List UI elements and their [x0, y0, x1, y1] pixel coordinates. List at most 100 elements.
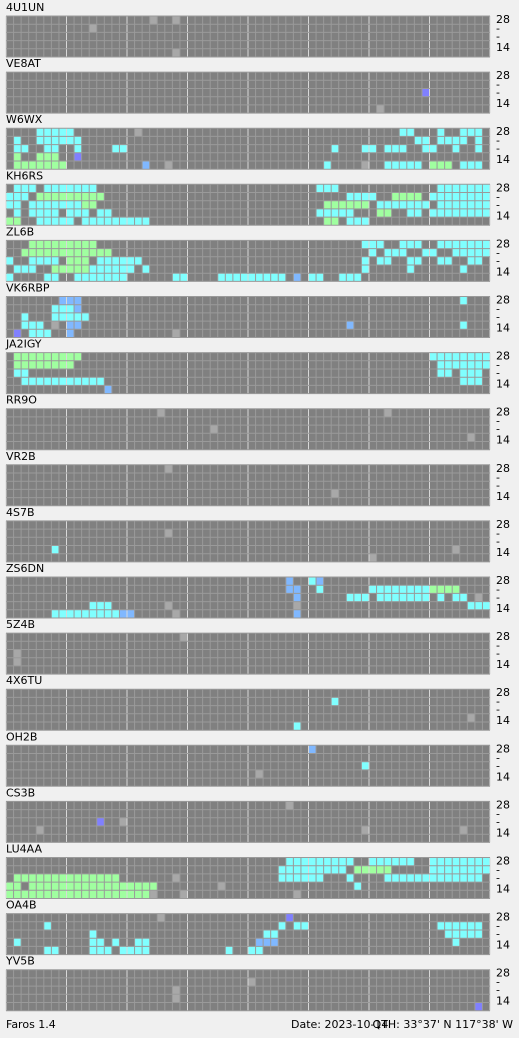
band-label: -	[496, 583, 500, 596]
signal-cell	[66, 312, 90, 322]
signal-cell	[255, 938, 279, 947]
band-label: 28	[496, 181, 510, 194]
signal-cell	[346, 321, 354, 330]
signal-cell	[474, 593, 483, 602]
signal-cell	[459, 377, 483, 386]
signal-cell	[157, 913, 165, 922]
signal-cell	[51, 321, 59, 330]
signal-cell	[104, 385, 112, 394]
signal-cell	[6, 256, 14, 265]
signal-cell	[369, 553, 377, 562]
station-name: W6WX	[6, 113, 43, 126]
signal-cell	[13, 208, 22, 218]
signal-cell	[248, 977, 256, 987]
band-label: -	[496, 367, 500, 380]
signal-cell	[58, 296, 82, 305]
station-name: ZL6B	[6, 225, 34, 238]
band-label: -	[496, 807, 500, 820]
band-label: -	[496, 535, 500, 548]
signal-cell	[316, 208, 354, 218]
signal-cell	[338, 273, 362, 282]
band-label: 28	[496, 13, 510, 26]
band-label: -	[496, 86, 500, 99]
signal-cell	[13, 161, 67, 170]
signal-cell	[308, 745, 317, 754]
signal-cell	[361, 265, 369, 274]
signal-cell	[346, 593, 369, 602]
band-label: 14	[496, 97, 510, 110]
signal-cell	[384, 144, 407, 153]
signal-cell	[13, 184, 37, 193]
band-label: -	[496, 703, 500, 716]
signal-cell	[459, 321, 468, 330]
band-label: -	[496, 864, 500, 877]
signal-cell	[293, 609, 301, 618]
signal-cell	[51, 304, 75, 313]
signal-cell	[179, 633, 188, 642]
signal-cell	[217, 273, 286, 282]
signal-cell	[134, 128, 143, 137]
signal-cell	[346, 873, 354, 883]
signal-cell	[164, 601, 173, 610]
signal-cell	[346, 217, 369, 226]
band-label: 28	[496, 350, 510, 363]
signal-cell	[6, 890, 150, 899]
signal-cell	[353, 865, 392, 874]
signal-cell	[384, 161, 422, 170]
band-label: -	[496, 639, 500, 652]
signal-cell	[89, 946, 112, 955]
signal-cell	[285, 801, 294, 810]
signal-cell	[13, 352, 82, 361]
signal-cell	[369, 248, 377, 257]
band-label: 28	[496, 855, 510, 868]
signal-cell	[66, 256, 90, 265]
signal-cell	[376, 593, 430, 602]
signal-cell	[376, 200, 430, 209]
signal-cell	[74, 152, 82, 161]
signal-cell	[36, 152, 59, 161]
signal-cell	[66, 329, 75, 338]
signal-cell	[406, 265, 415, 274]
band-label: 28	[496, 69, 510, 82]
signal-cell	[172, 609, 180, 618]
signal-cell	[164, 529, 173, 538]
band-label: -	[496, 695, 500, 708]
signal-cell	[437, 200, 490, 209]
station-name: 4U1UN	[6, 1, 44, 14]
band-label: 28	[496, 742, 510, 755]
signal-cell	[437, 184, 490, 193]
signal-cell	[28, 200, 82, 209]
signal-cell	[361, 761, 369, 770]
station-name: VR2B	[6, 450, 36, 463]
signal-cell	[157, 408, 165, 417]
signal-cell	[376, 104, 385, 114]
band-label: 28	[496, 518, 510, 531]
signal-cell	[89, 24, 97, 33]
signal-cell	[308, 577, 317, 586]
signal-cell	[164, 161, 173, 170]
signal-cell	[444, 930, 483, 939]
band-label: 28	[496, 967, 510, 980]
band-label: 28	[496, 237, 510, 250]
band-label: 14	[496, 995, 510, 1008]
signal-cell	[474, 136, 483, 145]
signal-cell	[172, 994, 180, 1003]
signal-cell	[13, 265, 37, 274]
station-name: CS3B	[6, 786, 35, 799]
band-label: -	[496, 591, 500, 604]
signal-cell	[452, 248, 490, 257]
band-label: -	[496, 815, 500, 828]
station-name: 4X6TU	[6, 674, 42, 687]
band-label: 14	[496, 322, 510, 335]
signal-cell	[13, 938, 22, 947]
signal-cell	[474, 144, 483, 153]
band-label: 14	[496, 41, 510, 54]
signal-cell	[142, 161, 150, 170]
signal-cell	[316, 585, 324, 594]
signal-cell	[51, 265, 90, 274]
station-name: RR9O	[6, 394, 37, 407]
signal-cell	[28, 240, 97, 249]
signal-cell	[164, 464, 173, 473]
signal-cell	[421, 88, 430, 97]
signal-cell	[459, 369, 483, 378]
